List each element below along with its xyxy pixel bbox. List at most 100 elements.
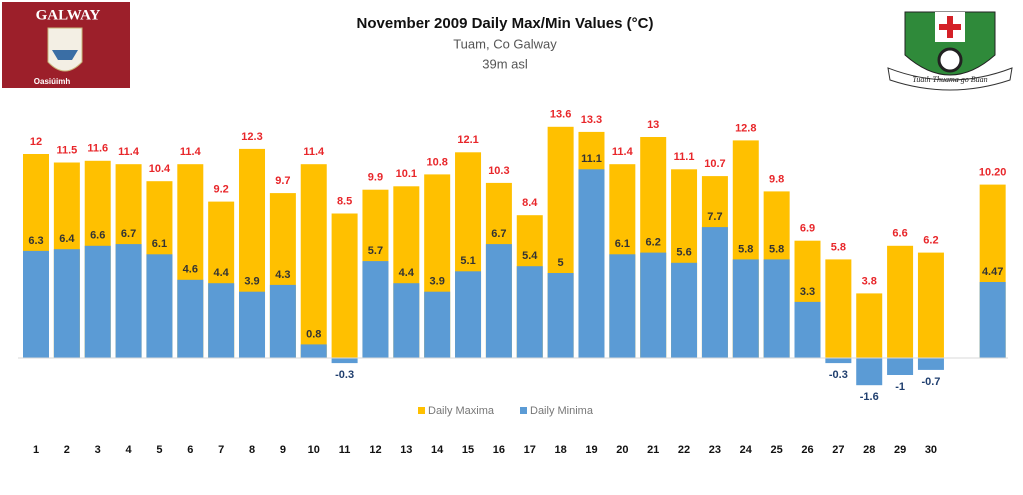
x-tick-label: 26 (801, 444, 813, 456)
value-label: -1 (895, 381, 905, 393)
value-label: 5.4 (522, 250, 538, 262)
value-label: 4.4 (214, 267, 230, 279)
x-tick-label: 23 (709, 444, 721, 456)
x-tick-label: 7 (218, 444, 224, 456)
legend-label: Daily Minima (530, 405, 594, 417)
annotation: 39m asl (482, 56, 528, 71)
value-label: 10.3 (488, 165, 509, 177)
left-logo: GALWAY Oasiúimh (2, 2, 130, 88)
value-label: 9.2 (214, 184, 229, 196)
bar (732, 259, 759, 358)
bar (23, 250, 49, 358)
bar (825, 259, 852, 358)
value-label: 4.47 (982, 266, 1003, 278)
bar (362, 261, 389, 358)
value-label: 6.6 (90, 230, 105, 242)
bar (609, 254, 636, 358)
value-label: 12.8 (735, 122, 756, 134)
value-label: 6.4 (59, 233, 75, 245)
bar (856, 358, 883, 386)
value-label: 12.1 (457, 134, 478, 146)
x-tick-label: 25 (771, 444, 783, 456)
bar (979, 282, 1006, 358)
x-tick-label: 11 (339, 444, 351, 456)
x-tick-label: 28 (863, 444, 875, 456)
legend-swatch (418, 407, 425, 414)
value-label: 13.3 (581, 114, 602, 126)
x-tick-label: 13 (400, 444, 412, 456)
x-tick-label: 15 (462, 444, 474, 456)
value-label: 4.3 (275, 269, 290, 281)
bar (887, 358, 914, 375)
x-tick-label: 21 (647, 444, 659, 456)
crest (47, 27, 83, 72)
bar (763, 259, 790, 358)
bar (640, 252, 667, 358)
x-tick-label: 20 (616, 444, 628, 456)
bar (917, 358, 944, 370)
chart-subtitle: Tuam, Co Galway (453, 36, 557, 51)
value-label: 13 (647, 119, 659, 131)
bar (424, 291, 451, 358)
logo-text: Oasiúimh (34, 77, 71, 86)
bar (115, 244, 142, 358)
value-label: 10.20 (979, 167, 1007, 179)
bar (239, 291, 266, 358)
x-tick-label: 2 (64, 444, 70, 456)
value-label: 9.9 (368, 172, 383, 184)
bar (825, 358, 852, 364)
bar (455, 271, 482, 358)
bar (269, 284, 296, 358)
value-label: 13.6 (550, 109, 571, 121)
x-tick-label: 3 (95, 444, 101, 456)
x-tick-label: 22 (678, 444, 690, 456)
right-logo: Tuath Thuama go Buan (887, 11, 1013, 91)
banner (887, 67, 1013, 91)
x-tick-label: 9 (280, 444, 286, 456)
bar (917, 252, 944, 358)
value-label: 3.9 (430, 276, 445, 288)
value-label: 11.6 (87, 143, 108, 155)
bar (300, 164, 327, 358)
x-tick-label: 17 (524, 444, 536, 456)
bar (331, 358, 358, 364)
value-label: 5.8 (831, 241, 846, 253)
value-label: 3.3 (800, 286, 815, 298)
value-label: 6.2 (923, 235, 938, 247)
logo-text: GALWAY (36, 7, 101, 23)
value-label: 6.7 (121, 228, 136, 240)
bar (516, 266, 543, 358)
bar (856, 293, 883, 358)
bar (578, 169, 605, 358)
value-label: 10.7 (704, 158, 725, 170)
cross (939, 24, 961, 30)
value-label: 11.5 (56, 144, 77, 156)
value-label: 6.6 (892, 228, 907, 240)
value-label: -0.7 (921, 376, 940, 388)
legend-label: Daily Maxima (428, 405, 495, 417)
bar (84, 245, 111, 358)
value-label: 6.1 (152, 238, 167, 250)
value-label: 6.7 (491, 228, 506, 240)
value-label: 5.8 (738, 243, 753, 255)
bar (393, 283, 420, 358)
legend-swatch (520, 407, 527, 414)
value-label: 0.8 (306, 328, 321, 340)
value-label: 7.7 (707, 211, 722, 223)
x-tick-label: 12 (369, 444, 381, 456)
bar (671, 262, 698, 358)
x-tick-label: 24 (740, 444, 753, 456)
chart-title: November 2009 Daily Max/Min Values (°C) (357, 15, 654, 32)
value-label: 11.4 (180, 146, 202, 158)
x-tick-label: 19 (585, 444, 597, 456)
value-label: 4.4 (399, 267, 415, 279)
value-label: -1.6 (860, 391, 879, 403)
value-label: 9.7 (275, 175, 290, 187)
logo-text: Tuath Thuama go Buan (912, 75, 987, 84)
value-label: 10.4 (149, 163, 171, 175)
value-label: 11.4 (612, 146, 634, 158)
value-label: 5.8 (769, 243, 784, 255)
value-label: 8.5 (337, 195, 352, 207)
bar (547, 273, 574, 358)
